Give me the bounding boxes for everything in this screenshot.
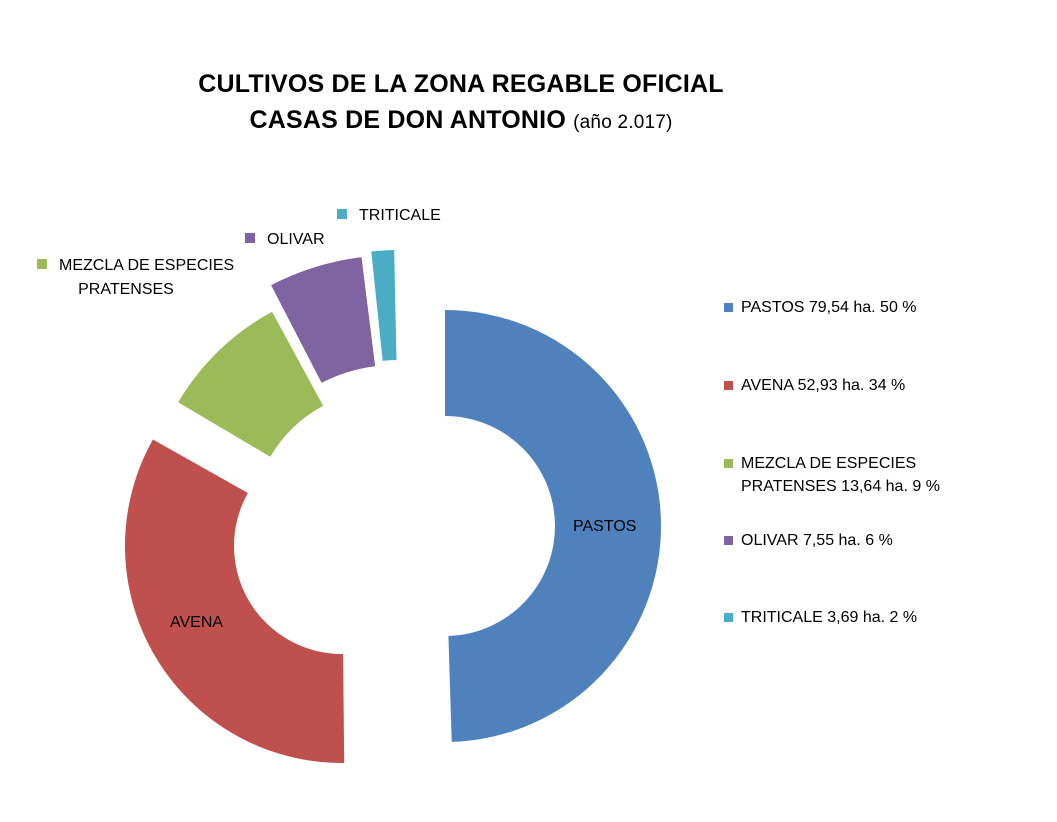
slice-label-avena: AVENA [170, 614, 224, 631]
legend-text-mezcla: MEZCLA DE ESPECIES PRATENSES 13,64 ha. 9… [741, 455, 940, 495]
donut-slice-pastos [445, 310, 662, 742]
legend-text-avena: AVENA 52,93 ha. 34 % [741, 377, 906, 394]
chart-title-year: (año 2.017) [573, 112, 673, 133]
legend-swatch-avena [724, 381, 733, 390]
legend-item-olivar: OLIVAR 7,55 ha. 6 % [724, 529, 1044, 552]
slice-label-mezcla-line2: PRATENSES [78, 281, 174, 298]
slice-label-olivar-text: OLIVAR [267, 231, 325, 248]
legend-text-olivar: OLIVAR 7,55 ha. 6 % [741, 532, 893, 549]
chart-title-main: CASAS DE DON ANTONIO [249, 106, 566, 134]
slice-label-mezcla-swatch [37, 259, 47, 269]
legend-item-pastos: PASTOS 79,54 ha. 50 % [724, 296, 1044, 319]
chart-title-line-1: CULTIVOS DE LA ZONA REGABLE OFICIAL [198, 70, 724, 98]
chart-title-line-2: CASAS DE DON ANTONIO (año 2.017) [0, 106, 922, 135]
donut-slice-olivar [271, 257, 376, 383]
donut-slice-triticale [371, 250, 397, 361]
slice-label-triticale: TRITICALE [337, 204, 441, 228]
legend-item-mezcla: MEZCLA DE ESPECIES PRATENSES 13,64 ha. 9… [724, 452, 1014, 498]
slice-label-olivar-swatch [245, 233, 255, 243]
legend-swatch-mezcla [724, 459, 733, 468]
legend-swatch-olivar [724, 536, 733, 545]
legend-text-pastos: PASTOS 79,54 ha. 50 % [741, 299, 917, 316]
legend-text-triticale: TRITICALE 3,69 ha. 2 % [741, 609, 918, 626]
legend-item-avena: AVENA 52,93 ha. 34 % [724, 374, 1044, 397]
slice-label-olivar: OLIVAR [245, 228, 325, 252]
donut-slice-mezcla [178, 311, 324, 457]
legend-swatch-pastos [724, 303, 733, 312]
legend-item-triticale: TRITICALE 3,69 ha. 2 % [724, 606, 1044, 629]
slice-label-triticale-text: TRITICALE [359, 207, 441, 224]
donut-slice-avena [125, 439, 345, 763]
slice-label-mezcla: MEZCLA DE ESPECIES PRATENSES [37, 254, 257, 302]
legend-swatch-triticale [724, 613, 733, 622]
slice-label-pastos: PASTOS [573, 518, 637, 535]
slice-label-triticale-swatch [337, 209, 347, 219]
slice-label-mezcla-line1: MEZCLA DE ESPECIES [59, 257, 235, 274]
